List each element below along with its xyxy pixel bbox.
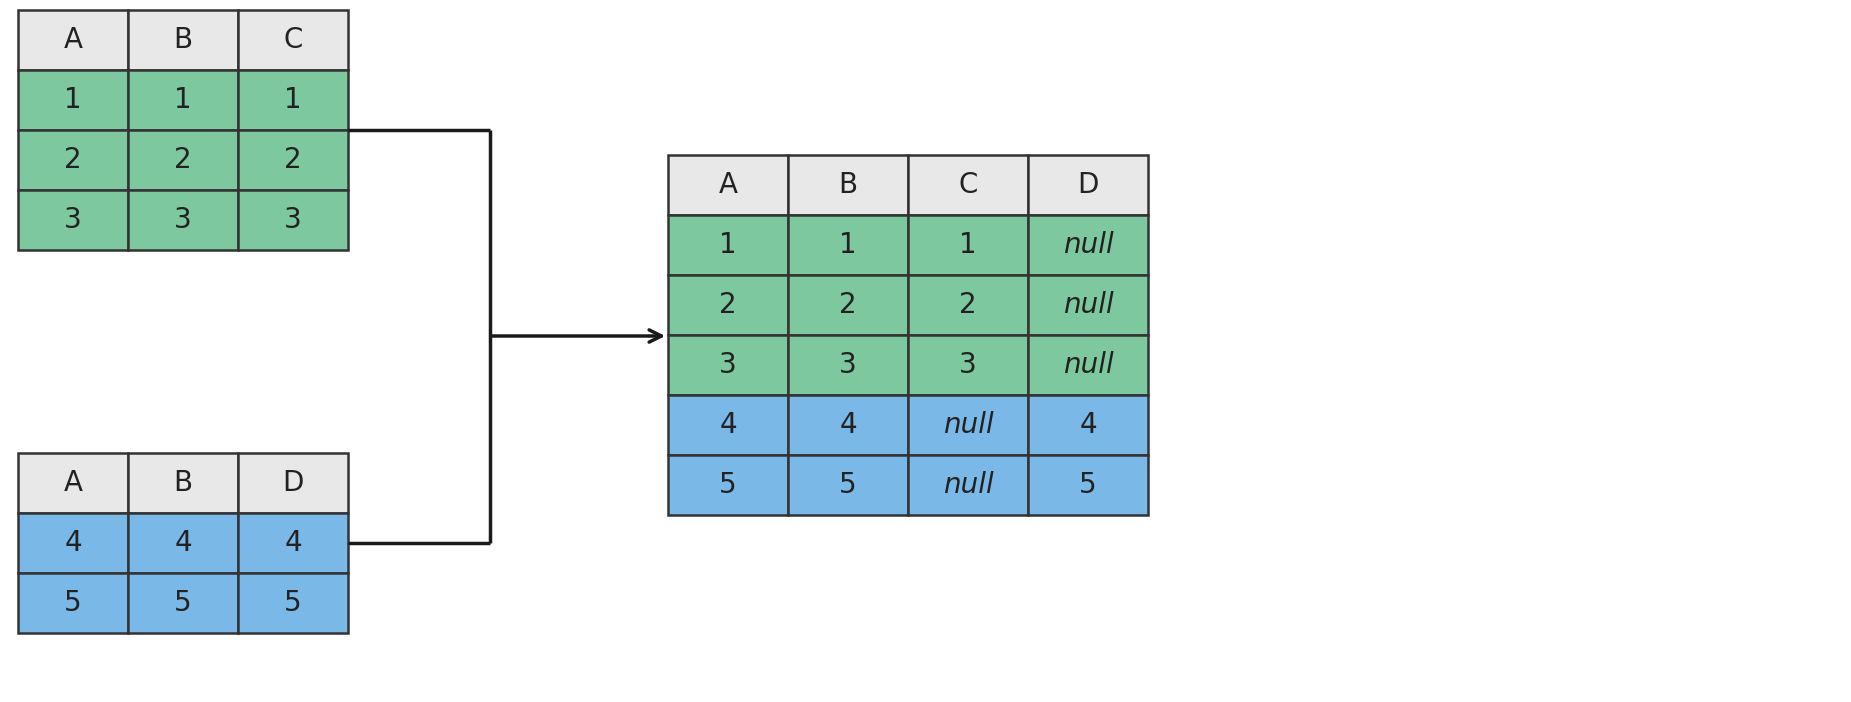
Text: 3: 3 [839, 351, 857, 379]
Text: null: null [1062, 351, 1112, 379]
Bar [789, 155, 909, 215]
Text: 5: 5 [1079, 471, 1098, 499]
Text: A: A [63, 469, 83, 497]
Text: 5: 5 [285, 589, 302, 617]
Bar [909, 155, 1027, 215]
Bar [239, 573, 348, 633]
Text: 1: 1 [720, 231, 737, 259]
Text: A: A [63, 26, 83, 54]
Text: null: null [1062, 231, 1112, 259]
Bar [239, 130, 348, 190]
Bar [239, 10, 348, 70]
Bar [19, 70, 128, 130]
Bar [909, 455, 1027, 515]
Text: B: B [839, 171, 857, 199]
Text: B: B [174, 469, 193, 497]
Bar [909, 275, 1027, 335]
Bar [668, 155, 789, 215]
Text: 2: 2 [174, 146, 193, 174]
Text: 5: 5 [720, 471, 737, 499]
Text: 2: 2 [720, 291, 737, 319]
Text: 3: 3 [65, 206, 81, 234]
Bar [19, 453, 128, 513]
Text: 3: 3 [959, 351, 977, 379]
Text: A: A [718, 171, 737, 199]
Bar [239, 190, 348, 250]
Text: null: null [942, 471, 994, 499]
Bar [909, 335, 1027, 395]
Text: 4: 4 [285, 529, 302, 557]
Bar [668, 275, 789, 335]
Text: C: C [283, 26, 304, 54]
Text: null: null [942, 411, 994, 439]
Bar [789, 275, 909, 335]
Text: D: D [1077, 171, 1099, 199]
Bar [19, 573, 128, 633]
Text: 4: 4 [174, 529, 193, 557]
Text: 4: 4 [65, 529, 81, 557]
Text: null: null [1062, 291, 1112, 319]
Text: 1: 1 [959, 231, 977, 259]
Bar [668, 395, 789, 455]
Bar [1027, 155, 1148, 215]
Bar [128, 10, 239, 70]
Text: 1: 1 [285, 86, 302, 114]
Text: 1: 1 [65, 86, 81, 114]
Bar [1027, 455, 1148, 515]
Text: 2: 2 [65, 146, 81, 174]
Text: 3: 3 [283, 206, 302, 234]
Bar [19, 130, 128, 190]
Bar [239, 70, 348, 130]
Bar [19, 513, 128, 573]
Bar [789, 455, 909, 515]
Text: 3: 3 [174, 206, 193, 234]
Bar [19, 10, 128, 70]
Text: 2: 2 [839, 291, 857, 319]
Bar [789, 215, 909, 275]
Bar [239, 453, 348, 513]
Text: 5: 5 [174, 589, 193, 617]
Bar [239, 513, 348, 573]
Text: 1: 1 [839, 231, 857, 259]
Bar [1027, 215, 1148, 275]
Text: 5: 5 [65, 589, 81, 617]
Text: 5: 5 [839, 471, 857, 499]
Text: 4: 4 [839, 411, 857, 439]
Bar [1027, 275, 1148, 335]
Bar [19, 190, 128, 250]
Text: C: C [959, 171, 977, 199]
Bar [128, 513, 239, 573]
Text: 4: 4 [1079, 411, 1098, 439]
Text: 3: 3 [720, 351, 737, 379]
Text: D: D [283, 469, 304, 497]
Bar [1027, 395, 1148, 455]
Bar [909, 395, 1027, 455]
Bar [789, 395, 909, 455]
Bar [909, 215, 1027, 275]
Bar [668, 335, 789, 395]
Text: 1: 1 [174, 86, 193, 114]
Text: 2: 2 [285, 146, 302, 174]
Bar [789, 335, 909, 395]
Text: 4: 4 [720, 411, 737, 439]
Bar [668, 215, 789, 275]
Text: 2: 2 [959, 291, 977, 319]
Bar [128, 130, 239, 190]
Bar [128, 453, 239, 513]
Bar [1027, 335, 1148, 395]
Bar [128, 190, 239, 250]
Bar [128, 573, 239, 633]
Text: B: B [174, 26, 193, 54]
Bar [128, 70, 239, 130]
Bar [668, 455, 789, 515]
